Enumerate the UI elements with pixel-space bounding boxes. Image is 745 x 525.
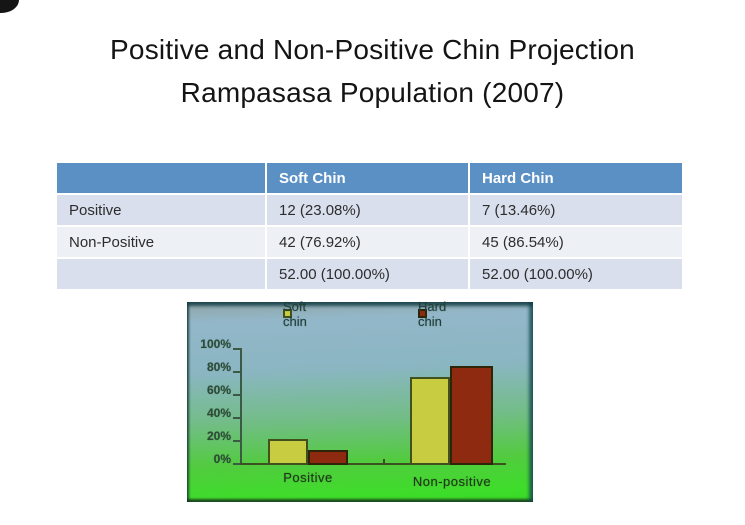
bar-hard-chin-positive bbox=[308, 449, 348, 465]
soft-chin-legend-swatch-icon bbox=[283, 309, 292, 318]
table-row-label: Positive bbox=[57, 195, 265, 225]
y-axis-tick-label: 60% bbox=[206, 383, 231, 397]
y-axis-tick bbox=[233, 440, 241, 442]
x-axis-category-label: Positive bbox=[283, 470, 333, 485]
bar-hard-chin-non-positive bbox=[450, 365, 493, 465]
table-row-label: Non-Positive bbox=[57, 227, 265, 257]
table-cell-soft: 12 (23.08%) bbox=[267, 195, 468, 225]
x-axis-line bbox=[240, 463, 506, 465]
photo-corner-artifact bbox=[0, 0, 19, 13]
y-axis-tick bbox=[233, 348, 241, 350]
table-cell-soft-total: 52.00 (100.00%) bbox=[267, 259, 468, 289]
bar-chart-photo: Soft chin Hard chin 100% 80% 60% 40% 20%… bbox=[187, 299, 533, 502]
title-line-2: Rampasasa Population (2007) bbox=[180, 77, 565, 108]
y-axis-tick-label: 80% bbox=[206, 360, 231, 374]
slide-title: Positive and Non-Positive Chin Projectio… bbox=[0, 28, 745, 114]
table-cell-hard: 45 (86.54%) bbox=[470, 227, 682, 257]
table-cell-hard-total: 52.00 (100.00%) bbox=[470, 259, 682, 289]
bar-soft-chin-positive bbox=[268, 438, 308, 465]
hard-chin-legend-swatch-icon bbox=[418, 309, 427, 318]
legend-item-hard-chin: Hard chin bbox=[418, 299, 446, 329]
table-cell-soft: 42 (76.92%) bbox=[267, 227, 468, 257]
y-axis-line bbox=[240, 348, 242, 464]
y-axis-tick-label: 0% bbox=[213, 452, 231, 466]
table-row-label bbox=[57, 259, 265, 289]
frequency-table: Soft Chin Hard Chin Positive 12 (23.08%)… bbox=[57, 163, 682, 289]
y-axis-tick-label: 100% bbox=[200, 337, 231, 351]
x-axis-tick bbox=[383, 459, 385, 464]
table-header-hard-chin: Hard Chin bbox=[470, 163, 682, 193]
y-axis-tick bbox=[233, 371, 241, 373]
x-axis-category-label: Non-positive bbox=[412, 474, 492, 489]
y-axis-tick bbox=[233, 463, 241, 465]
bar-soft-chin-non-positive bbox=[410, 376, 450, 465]
table-header-blank bbox=[57, 163, 265, 193]
legend-label: Hard chin bbox=[418, 298, 447, 329]
y-axis-tick bbox=[233, 394, 241, 396]
table-cell-hard: 7 (13.46%) bbox=[470, 195, 682, 225]
legend-label: Soft chin bbox=[283, 298, 307, 329]
legend-item-soft-chin: Soft chin bbox=[283, 299, 307, 329]
y-axis-tick-label: 20% bbox=[206, 429, 231, 443]
y-axis-tick-label: 40% bbox=[206, 406, 231, 420]
table-header-soft-chin: Soft Chin bbox=[267, 163, 468, 193]
y-axis-tick bbox=[233, 417, 241, 419]
title-line-1: Positive and Non-Positive Chin Projectio… bbox=[110, 34, 635, 65]
